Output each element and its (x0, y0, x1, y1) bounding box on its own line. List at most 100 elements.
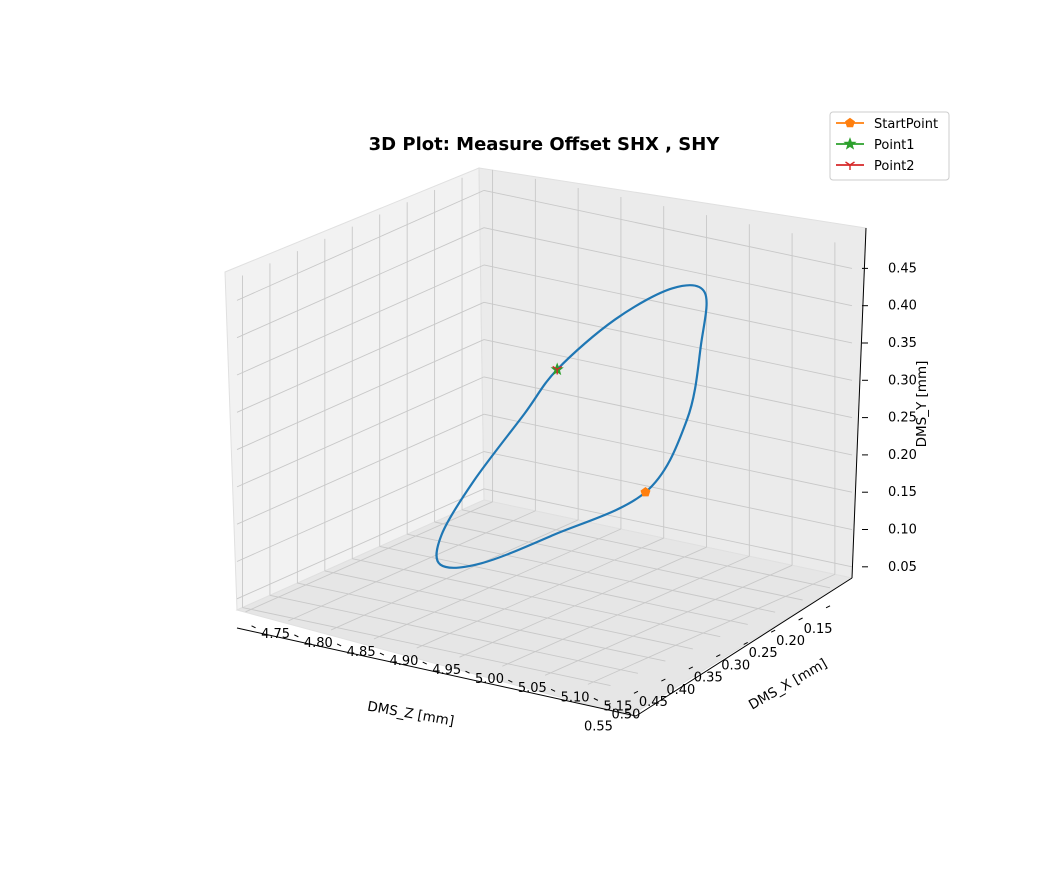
y-tick-label: 5.10 (561, 690, 590, 705)
grid-line (483, 264, 853, 344)
y-tick-mark (294, 634, 299, 638)
y-tick-mark (422, 661, 427, 665)
x-tick-label: 0.35 (694, 671, 723, 686)
legend-item: Point2 (836, 159, 915, 174)
y-tick-label: 4.80 (304, 636, 333, 651)
grid-line (434, 521, 803, 601)
grid-line (483, 488, 853, 568)
grid-line (483, 451, 853, 530)
x-tick-mark (798, 617, 803, 621)
grid-line (544, 564, 793, 676)
x-tick-label: 0.55 (584, 720, 613, 735)
legend-item: StartPoint (836, 117, 938, 132)
axes-panes (224, 167, 867, 717)
grid-line (483, 301, 853, 381)
y-tick-label: 4.75 (261, 627, 290, 642)
grid-line (236, 189, 485, 301)
trajectory-line (435, 284, 708, 569)
y-tick-mark (251, 625, 256, 629)
y-axis-line (635, 577, 853, 717)
legend-item: Point1 (836, 137, 915, 153)
x-axis-label: DMS_Z [mm] (366, 699, 455, 730)
y-tick-mark (550, 688, 556, 692)
z-axis-label: DMS_Y [mm] (914, 361, 930, 448)
grid-line (324, 570, 693, 650)
z-tick-label: 0.20 (888, 448, 917, 463)
y-tick-mark (379, 652, 385, 656)
z-tick-label: 0.10 (888, 523, 917, 538)
y-axis-label: DMS_X [mm] (746, 656, 830, 714)
x-tick-mark (661, 678, 666, 682)
x-ticks: 0.150.200.250.300.350.400.450.500.55 (584, 605, 833, 735)
y-tick-label: 5.00 (475, 672, 504, 687)
grid-line (483, 227, 853, 307)
grid-line (502, 555, 750, 667)
grid-line (587, 573, 836, 685)
x-tick-label: 0.25 (749, 646, 778, 661)
grid-line (483, 189, 853, 269)
grid-line (459, 546, 707, 658)
y-ticks: 4.75 4.80 4.85 4.90 4.95 5.00 5.05 5.10 5.15 (251, 625, 632, 714)
x-tick-mark (825, 605, 831, 609)
grid-line (461, 509, 831, 589)
grid-line (483, 376, 853, 456)
marker-point2 (552, 365, 563, 375)
legend-label: StartPoint (874, 117, 938, 132)
y-tick-mark (336, 643, 342, 647)
grid-line (483, 339, 853, 419)
x-tick-mark (743, 641, 748, 645)
grid-line (330, 519, 579, 631)
grid-line (236, 227, 485, 339)
z-tick-label: 0.25 (888, 411, 917, 426)
y-tick-label: 4.90 (389, 654, 418, 669)
z-tick-label: 0.15 (888, 485, 917, 500)
y-tick-label: 5.05 (518, 681, 547, 696)
x-tick-label: 0.50 (611, 707, 640, 722)
legend-marker (845, 161, 855, 170)
z-tick-label: 0.30 (888, 373, 917, 388)
x-tick-label: 0.15 (804, 622, 833, 637)
grid-line (245, 501, 493, 613)
y-tick-label: 4.95 (432, 663, 461, 678)
legend-marker (843, 137, 857, 150)
x-tick-mark (770, 629, 776, 633)
grid-line (236, 301, 485, 413)
z-tick-label: 0.40 (888, 299, 917, 314)
y-tick-mark (465, 670, 470, 674)
grid-line (236, 264, 485, 376)
y-tick-label: 5.15 (603, 699, 632, 714)
grid-line (352, 558, 721, 638)
z-tick-label: 0.35 (888, 336, 917, 351)
x-tick-label: 0.45 (639, 695, 668, 710)
z-tick-label: 0.45 (888, 261, 917, 276)
y-tick-mark (508, 679, 513, 683)
grid-line (297, 582, 666, 662)
z-axis-line (851, 227, 867, 579)
grid-line (236, 376, 485, 488)
grid-line (236, 451, 485, 562)
legend: StartPoint Point1 Point2 (829, 111, 950, 181)
grid-line (236, 488, 485, 600)
markers (550, 362, 651, 497)
x-tick-mark (606, 703, 611, 707)
z-ticks: 0.05 0.10 0.15 0.20 0.25 0.30 0.35 0.40 0.45 (862, 261, 917, 575)
y-tick-label: 4.85 (347, 645, 376, 660)
grid-line (483, 413, 853, 493)
grid-line (288, 510, 536, 622)
grid-line (269, 594, 639, 674)
x-tick-label: 0.30 (721, 658, 750, 673)
grid-line (379, 546, 748, 625)
axis-lines (236, 227, 867, 717)
z-tick-label: 0.05 (888, 560, 917, 575)
grid-line (416, 537, 664, 649)
legend-marker (845, 117, 855, 128)
grid-line (236, 339, 485, 451)
legend-label: Point1 (874, 138, 915, 153)
x-tick-mark (716, 654, 721, 658)
x-tick-label: 0.40 (666, 683, 695, 698)
chart-title: 3D Plot: Measure Offset SHX , SHY (369, 134, 721, 155)
legend-entries: StartPoint Point1 Point2 (836, 117, 938, 174)
grid-line (407, 533, 776, 613)
marker-startpoint (640, 486, 651, 497)
